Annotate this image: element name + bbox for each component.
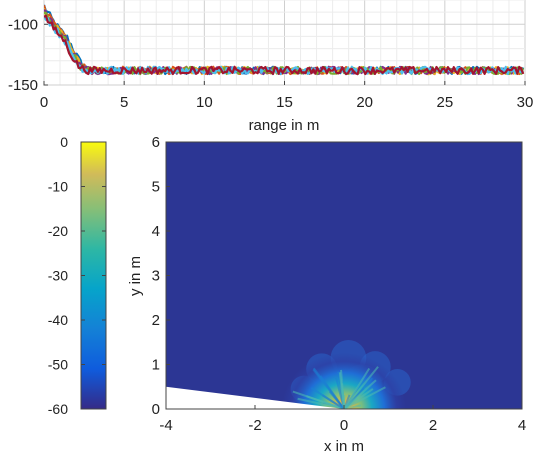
heatmap-x-tick-label: 0 (340, 417, 348, 434)
heatmap-x-tick-label: -4 (159, 417, 172, 434)
heatmap-y-tick-label: 3 (152, 268, 160, 285)
colorbar-bar (80, 141, 107, 410)
heatmap-y-tick-label: 5 (152, 179, 160, 196)
heatmap-x-tick-label: 2 (429, 417, 437, 434)
heatmap-y-tick-label: 1 (152, 357, 160, 374)
y-tick-label: -100 (8, 16, 38, 33)
x-tick-label: 15 (276, 94, 293, 111)
colorbar-tick-label: -40 (48, 312, 68, 328)
y-tick-label: -150 (8, 77, 38, 94)
heatmap-ticks: -4 -2 0 2 4 0 1 2 3 4 5 6 (152, 134, 527, 434)
heatmap-ray (338, 372, 345, 409)
heatmap-x-axis-label: x in m (324, 438, 364, 455)
colorbar-tick-label: -20 (48, 223, 68, 239)
xy-heatmap-plot: -4 -2 0 2 4 0 1 2 3 4 5 6 x in m y in m (127, 134, 527, 455)
x-tick-label: 20 (356, 94, 373, 111)
heatmap-ray (343, 379, 377, 409)
heatmap-y-tick-label: 2 (152, 312, 160, 329)
series-line (44, 15, 524, 76)
heatmap-y-tick-label: 6 (152, 134, 160, 151)
x-tick-label: 5 (120, 94, 128, 111)
series-line (44, 14, 525, 76)
heatmap-hotspot (281, 340, 411, 409)
colorbar-ticks: 0 -10 -20 -30 -40 -50 -60 (48, 134, 106, 417)
colorbar-tick-label: -60 (48, 401, 68, 417)
range-plot-series (44, 4, 525, 76)
heatmap-ray (321, 394, 345, 409)
x-tick-label: 10 (196, 94, 213, 111)
heatmap-ray (312, 368, 345, 409)
heatmap-ray (343, 366, 379, 409)
heatmap-x-tick-label: 4 (518, 417, 526, 434)
colorbar-tick-label: 0 (60, 134, 68, 150)
x-tick-label: 30 (517, 94, 534, 111)
heatmap-peak (281, 352, 407, 409)
colorbar-tick-label: -50 (48, 357, 68, 373)
heatmap-y-tick-label: 4 (152, 223, 160, 240)
x-tick-label: 0 (40, 94, 48, 111)
colorbar-tick-label: -10 (48, 179, 68, 195)
colorbar: 0 -10 -20 -30 -40 -50 -60 (48, 134, 107, 417)
heatmap-y-tick-label: 0 (152, 401, 160, 418)
blind-wedge (166, 386, 344, 409)
heatmap-ray (343, 386, 386, 409)
heatmap-y-axis-label: y in m (127, 256, 144, 296)
colorbar-tick-label: -30 (48, 268, 68, 284)
range-plot-ticks: 0 5 10 15 20 25 30 -100 -150 (8, 16, 533, 111)
heatmap-x-tick-label: -2 (248, 417, 261, 434)
x-tick-label: 25 (436, 94, 453, 111)
range-profile-plot: 0 5 10 15 20 25 30 -100 -150 range in m (8, 0, 533, 134)
heatmap-ray (292, 390, 345, 409)
range-x-axis-label: range in m (249, 117, 320, 134)
